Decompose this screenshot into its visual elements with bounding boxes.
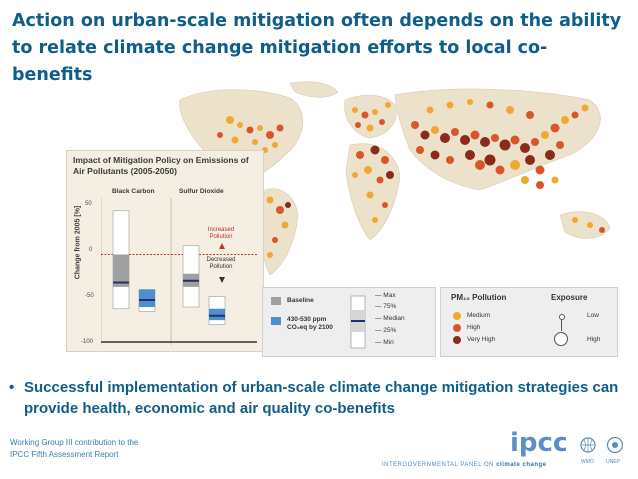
column-header-sulfur-dioxide: Sulfur Dioxide — [179, 188, 224, 195]
very-high-dot-icon — [453, 336, 461, 344]
slide-title: Action on urban-scale mitigation often d… — [12, 11, 622, 85]
scenario-label-line1: 430-530 ppm — [287, 316, 327, 323]
up-arrow-icon — [219, 243, 225, 249]
legend-p25: — 25% — [375, 327, 397, 334]
tick-label: 0 — [89, 247, 93, 253]
high-exposure-icon — [554, 332, 568, 346]
bullet-marker: • — [9, 379, 15, 396]
low-exposure-label: Low — [587, 312, 599, 319]
wmo-label: WMO — [581, 459, 594, 465]
scenario-label-line2: CO₂eq by 2100 — [287, 324, 333, 331]
very-high-label: Very High — [467, 336, 496, 343]
boxplot-chart — [101, 198, 257, 345]
world-pm10-map — [179, 81, 611, 276]
increased-pollution-label: Increased Pollution — [207, 227, 235, 240]
column-header-black-carbon: Black Carbon — [112, 188, 155, 195]
high-label: High — [467, 324, 481, 331]
footer: Working Group III contribution to the IP… — [10, 437, 138, 461]
box-iqr — [113, 254, 129, 287]
tick-label: -50 — [85, 293, 94, 299]
high-exposure-label: High — [587, 336, 601, 343]
ipcc-logo: ipcc — [510, 428, 566, 458]
high-dot-icon — [453, 324, 461, 332]
baseline-label: Baseline — [287, 297, 314, 304]
wmo-logo — [580, 437, 596, 453]
ipcc-logo-text: ipcc — [510, 428, 566, 458]
legend-min: — Min — [375, 339, 394, 346]
pm10-title: PM₁₀ Pollution — [451, 293, 507, 302]
low-exposure-icon — [559, 314, 565, 320]
unep-logo — [606, 436, 624, 454]
tick-label: -100 — [81, 339, 94, 345]
scenario-legend: Baseline 430-530 ppm CO₂eq by 2100 — Max… — [262, 287, 436, 357]
exposure-arrow-icon — [561, 319, 562, 331]
y-axis-label: Change from 2005 [%] — [74, 205, 82, 280]
decreased-pollution-label: Decreased Pollution — [206, 257, 236, 270]
medium-dot-icon — [453, 312, 461, 320]
baseline-swatch — [271, 297, 281, 305]
panel-title: Impact of Mitigation Policy on Emissions… — [73, 155, 249, 176]
legend-max: — Max — [375, 292, 396, 299]
box-iqr — [139, 289, 155, 307]
box-iqr — [209, 308, 225, 321]
exposure-title: Exposure — [551, 293, 588, 302]
bullet-text: • Successful implementation of urban-sca… — [9, 377, 634, 419]
footer-line2: IPCC Fifth Assessment Report — [10, 450, 119, 459]
bullet-content: Successful implementation of urban-scale… — [24, 379, 619, 417]
unep-label: UNEP — [606, 459, 620, 465]
legend-p75: — 75% — [375, 303, 397, 310]
legend-median: — Median — [375, 315, 405, 322]
tick-label: 50 — [85, 201, 92, 207]
ipcc-subtitle: INTERGOVERNMENTAL PANEL ON climate chang… — [382, 462, 547, 468]
scenario-swatch — [271, 317, 281, 325]
ipcc-subtitle-a: INTERGOVERNMENTAL PANEL ON — [382, 462, 497, 468]
ipcc-subtitle-b: climate change — [496, 462, 547, 468]
box-key-icon — [350, 295, 366, 349]
pm10-legend: PM₁₀ Pollution Exposure Medium High Very… — [440, 287, 618, 357]
footer-line1: Working Group III contribution to the — [10, 438, 139, 447]
down-arrow-icon — [219, 277, 225, 283]
mitigation-impact-panel: Impact of Mitigation Policy on Emissions… — [66, 150, 264, 352]
medium-label: Medium — [467, 312, 491, 319]
